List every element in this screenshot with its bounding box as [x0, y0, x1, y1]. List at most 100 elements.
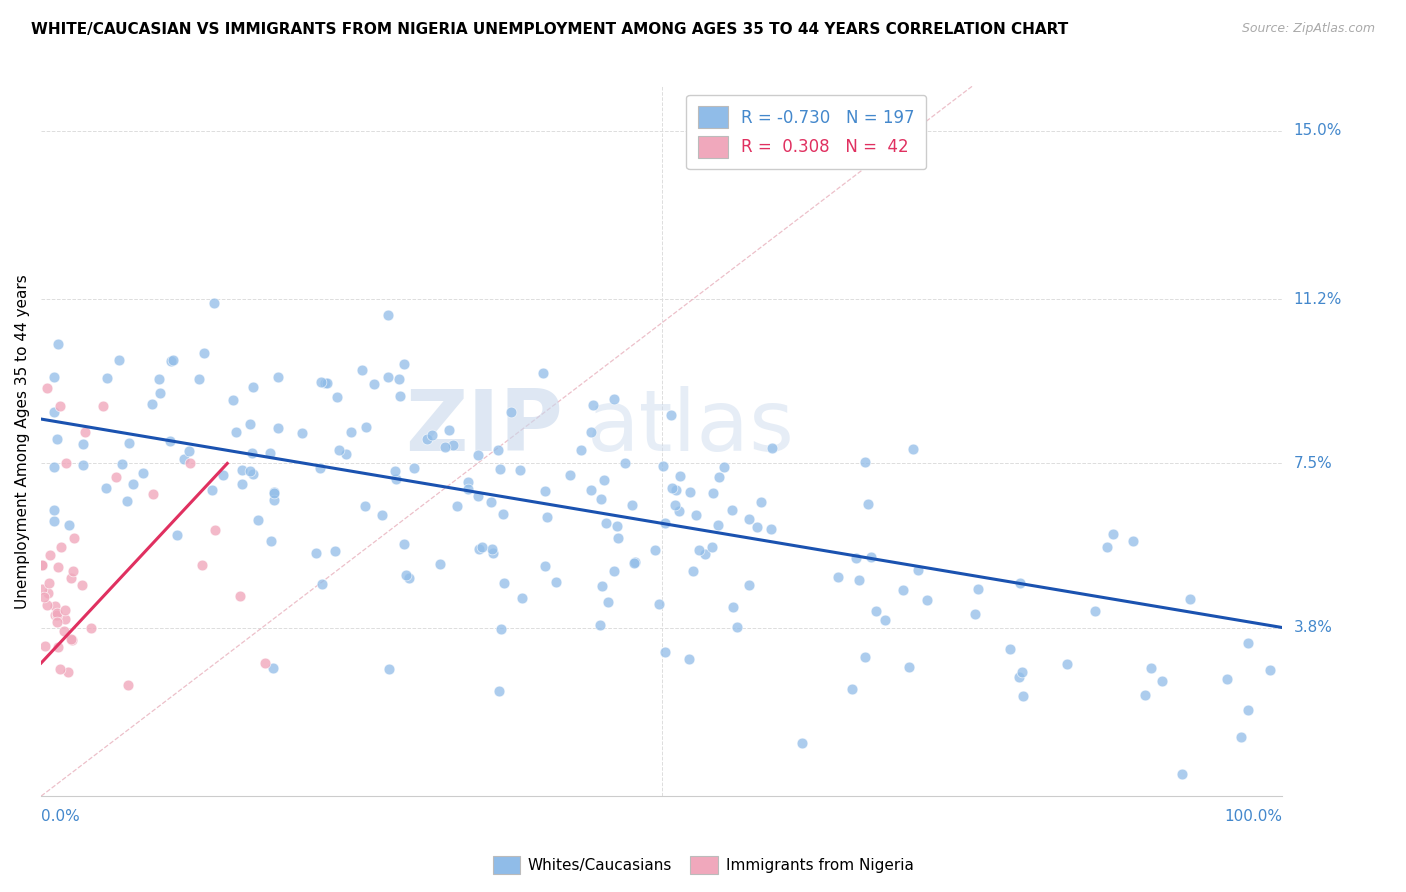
Point: [510, 591, 533, 605]
Point: [242, 467, 264, 481]
Point: [149, 386, 172, 401]
Point: [1171, 767, 1194, 781]
Point: [404, 461, 426, 475]
Point: [1152, 674, 1174, 689]
Point: [1056, 657, 1078, 671]
Point: [56, 665, 79, 679]
Point: [569, 443, 592, 458]
Point: [201, 483, 224, 497]
Point: [706, 517, 728, 532]
Point: [441, 438, 464, 452]
Point: [1258, 663, 1281, 677]
Point: [191, 558, 214, 573]
Point: [398, 571, 420, 585]
Point: [1012, 689, 1035, 703]
Point: [891, 582, 914, 597]
Point: [311, 577, 333, 591]
Point: [509, 463, 531, 477]
Point: [1135, 689, 1157, 703]
Point: [544, 574, 567, 589]
Point: [31, 582, 53, 596]
Point: [42, 370, 65, 384]
Point: [38, 576, 60, 591]
Point: [606, 518, 628, 533]
Point: [901, 442, 924, 456]
Point: [328, 442, 350, 457]
Point: [46, 640, 69, 654]
Point: [46, 337, 69, 351]
Point: [1237, 636, 1260, 650]
Point: [166, 528, 188, 542]
Point: [790, 736, 813, 750]
Point: [607, 531, 630, 545]
Point: [46, 607, 69, 621]
Point: [378, 662, 401, 676]
Point: [55, 457, 77, 471]
Point: [647, 597, 669, 611]
Point: [479, 495, 502, 509]
Point: [94, 481, 117, 495]
Point: [841, 681, 863, 696]
Point: [603, 564, 626, 578]
Point: [291, 426, 314, 441]
Point: [53, 603, 76, 617]
Point: [340, 425, 363, 440]
Point: [117, 678, 139, 692]
Point: [222, 392, 245, 407]
Point: [267, 420, 290, 434]
Point: [42, 404, 65, 418]
Point: [58, 518, 80, 533]
Point: [335, 447, 357, 461]
Point: [49, 662, 72, 676]
Point: [848, 573, 870, 587]
Point: [668, 469, 690, 483]
Point: [591, 491, 613, 506]
Point: [471, 540, 494, 554]
Point: [239, 417, 262, 431]
Point: [827, 569, 849, 583]
Point: [259, 446, 281, 460]
Text: 15.0%: 15.0%: [1294, 123, 1341, 138]
Point: [96, 370, 118, 384]
Point: [536, 509, 558, 524]
Point: [325, 390, 347, 404]
Point: [392, 357, 415, 371]
Text: ZIP: ZIP: [405, 385, 562, 468]
Point: [388, 372, 411, 386]
Point: [654, 516, 676, 530]
Point: [560, 468, 582, 483]
Point: [486, 443, 509, 458]
Point: [593, 474, 616, 488]
Point: [377, 370, 399, 384]
Point: [582, 398, 605, 412]
Point: [354, 499, 377, 513]
Point: [713, 459, 735, 474]
Text: 11.2%: 11.2%: [1294, 292, 1341, 307]
Point: [371, 508, 394, 522]
Point: [853, 455, 876, 469]
Point: [437, 423, 460, 437]
Point: [915, 593, 938, 607]
Point: [263, 493, 285, 508]
Point: [148, 372, 170, 386]
Point: [591, 579, 613, 593]
Point: [998, 642, 1021, 657]
Point: [693, 547, 716, 561]
Point: [35, 598, 58, 612]
Point: [491, 622, 513, 636]
Point: [311, 375, 333, 389]
Point: [37, 586, 59, 600]
Point: [44, 608, 66, 623]
Point: [668, 504, 690, 518]
Point: [141, 397, 163, 411]
Point: [725, 620, 748, 634]
Point: [721, 503, 744, 517]
Point: [350, 363, 373, 377]
Point: [644, 543, 666, 558]
Point: [907, 563, 929, 577]
Point: [845, 551, 868, 566]
Point: [267, 370, 290, 384]
Point: [117, 494, 139, 508]
Point: [60, 632, 83, 647]
Legend: Whites/Caucasians, Immigrants from Nigeria: Whites/Caucasians, Immigrants from Niger…: [486, 850, 920, 880]
